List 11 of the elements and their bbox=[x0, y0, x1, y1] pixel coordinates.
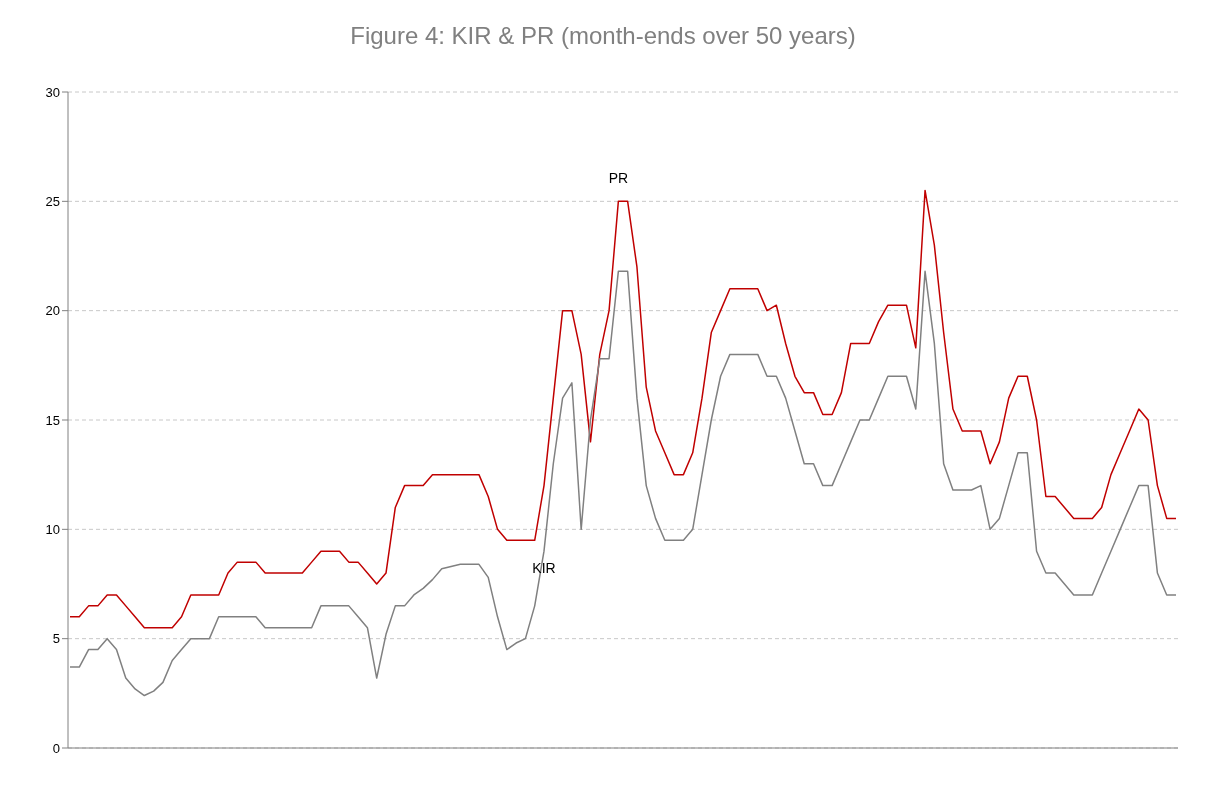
series-label: KIR bbox=[532, 560, 556, 577]
y-tick-label: 10 bbox=[45, 521, 60, 537]
line-series bbox=[69, 189, 1177, 629]
y-tick-label: 30 bbox=[45, 84, 60, 100]
y-tick-label: 20 bbox=[45, 303, 60, 319]
y-tick-label: 25 bbox=[45, 193, 60, 209]
chart-title: Figure 4: KIR & PR (month-ends over 50 years) bbox=[349, 21, 857, 51]
y-tick-label: 15 bbox=[45, 412, 60, 428]
y-tick-label: 0 bbox=[52, 740, 60, 756]
y-tick-label: 5 bbox=[52, 631, 60, 647]
series-label: PR bbox=[608, 170, 629, 187]
